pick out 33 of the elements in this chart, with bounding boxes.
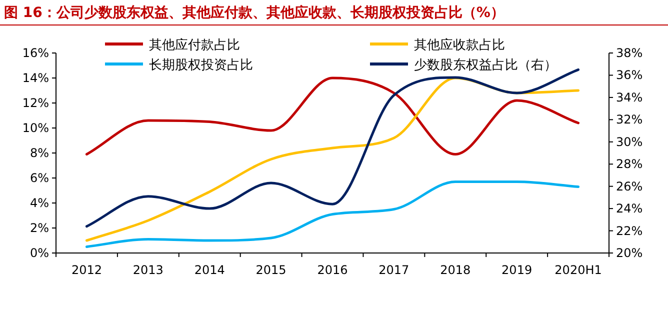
legend-label: 少数股东权益占比（右）: [414, 58, 557, 73]
y-tick-label: 4%: [30, 196, 49, 210]
y-tick-label: 10%: [22, 121, 49, 135]
y-tick-label: 14%: [22, 71, 49, 85]
x-tick-label: 2016: [317, 263, 348, 277]
legend-label: 长期股权投资占比: [149, 58, 253, 73]
y-tick-label: 6%: [30, 171, 49, 185]
y2-tick-label: 32%: [616, 112, 643, 127]
y2-tick-label: 24%: [616, 202, 643, 216]
legend-label: 其他应付款占比: [149, 37, 240, 53]
y2-tick-label: 30%: [616, 134, 643, 149]
chart-title: 图 16：公司少数股东权益、其他应付款、其他应收款、长期股权投资占比（%）: [4, 4, 504, 21]
x-tick-label: 2012: [71, 263, 102, 277]
y2-tick-label: 36%: [616, 68, 643, 82]
y2-tick-label: 26%: [616, 179, 643, 194]
x-tick-label: 2020H1: [554, 263, 602, 277]
x-tick-label: 2018: [440, 263, 471, 277]
y-tick-label: 2%: [30, 221, 49, 235]
x-tick-label: 2019: [502, 263, 532, 277]
x-tick-label: 2013: [132, 263, 164, 277]
y2-tick-label: 38%: [616, 46, 643, 60]
x-tick-label: 2015: [256, 263, 286, 277]
y-tick-label: 8%: [30, 146, 49, 160]
y-tick-label: 16%: [22, 46, 49, 60]
y2-tick-label: 22%: [616, 224, 643, 238]
x-tick-label: 2017: [378, 263, 410, 277]
y-tick-label: 12%: [22, 96, 49, 110]
y2-tick-label: 34%: [616, 90, 643, 104]
legend-label: 其他应收款占比: [414, 37, 505, 53]
y-tick-label: 0%: [30, 246, 49, 260]
y2-tick-label: 20%: [616, 246, 643, 260]
y2-tick-label: 28%: [616, 157, 643, 172]
x-tick-label: 2014: [194, 263, 225, 277]
